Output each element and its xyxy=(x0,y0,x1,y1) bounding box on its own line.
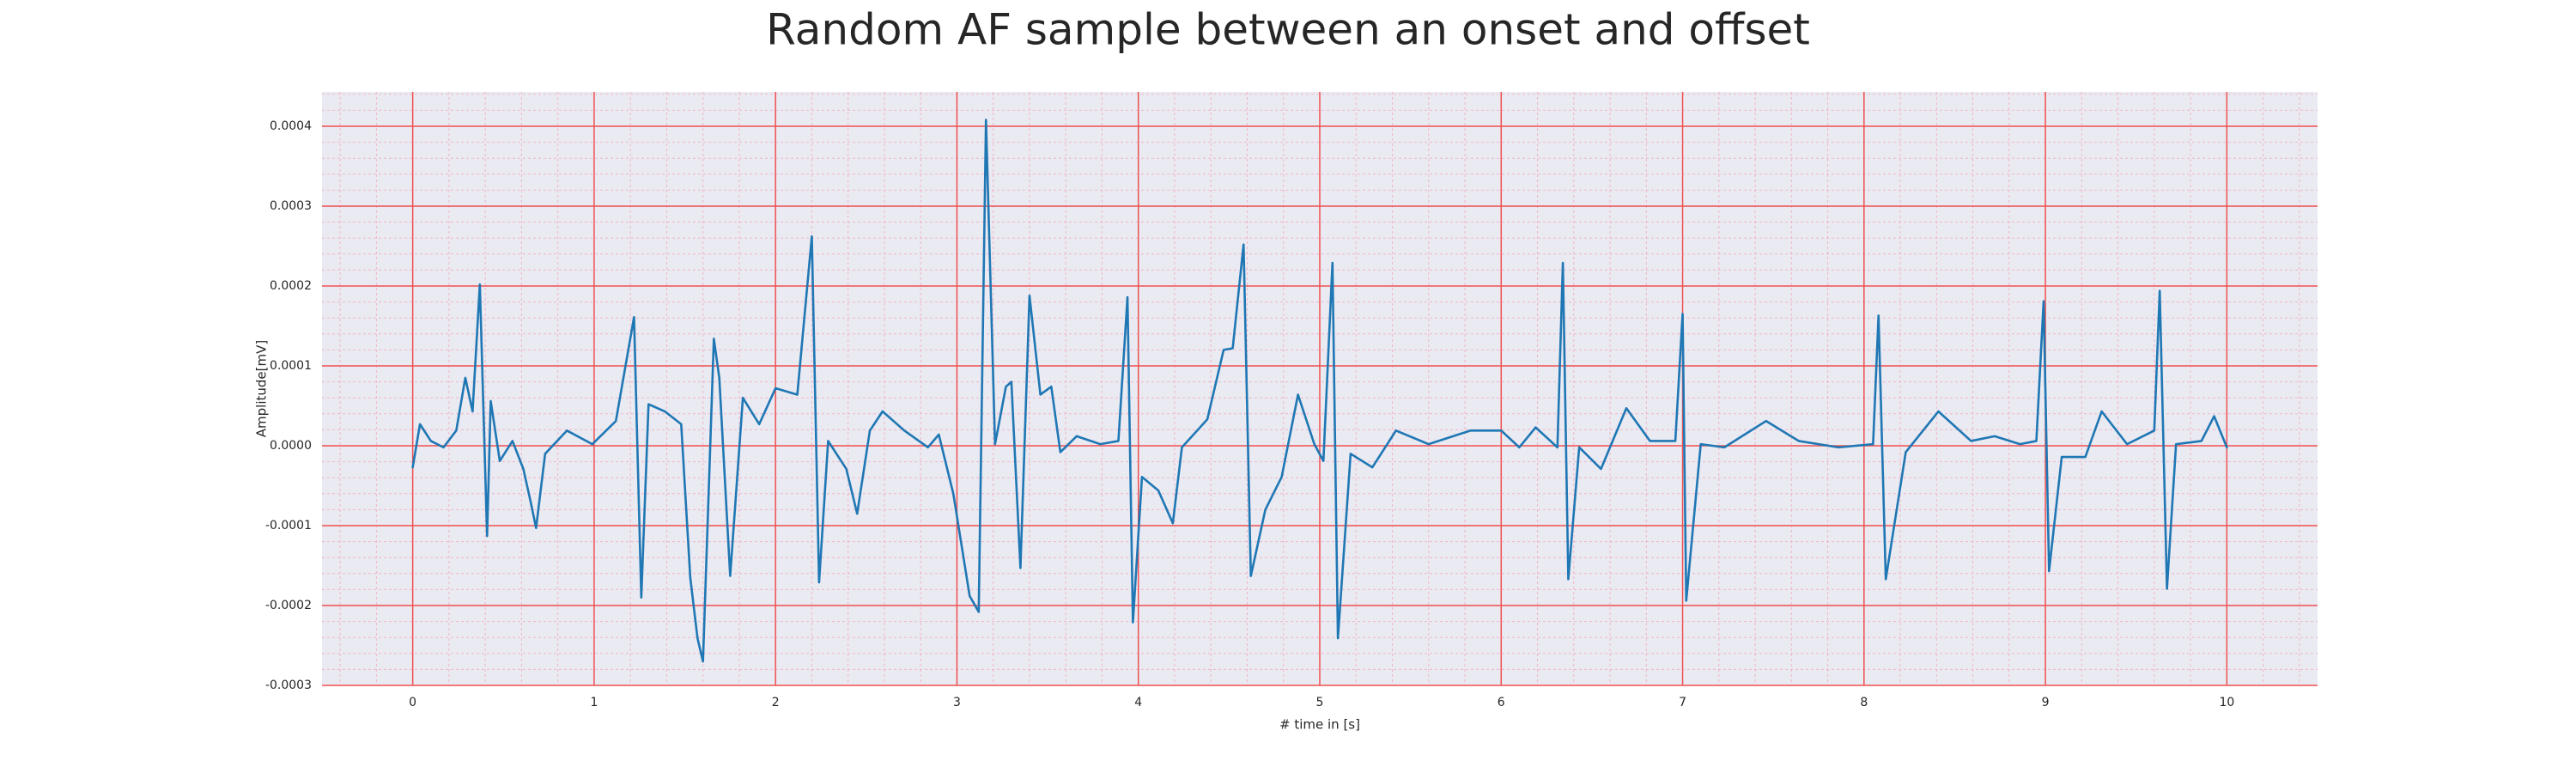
x-tick-label: 0 xyxy=(409,696,416,709)
x-tick-label: 5 xyxy=(1316,696,1324,709)
x-tick-label: 2 xyxy=(772,696,780,709)
x-tick-label: 1 xyxy=(590,696,598,709)
y-tick-label: -0.0003 xyxy=(265,679,312,692)
signal-line xyxy=(411,119,2228,663)
x-tick-label: 6 xyxy=(1498,696,1505,709)
x-tick-label: 10 xyxy=(2219,696,2234,709)
y-tick-label: 0.0000 xyxy=(270,439,312,453)
chart-title: Random AF sample between an onset and of… xyxy=(766,5,1810,55)
x-tick-label: 3 xyxy=(953,696,961,709)
x-tick-label: 7 xyxy=(1679,696,1686,709)
x-tick-label: 4 xyxy=(1134,696,1142,709)
y-tick-label: 0.0004 xyxy=(270,119,312,133)
y-axis-label: Amplitude[mV] xyxy=(254,340,270,437)
y-tick-label: 0.0001 xyxy=(270,359,312,373)
y-tick-label: -0.0002 xyxy=(265,599,312,612)
y-tick-label: 0.0002 xyxy=(270,279,312,293)
y-tick-label: -0.0001 xyxy=(265,519,312,533)
y-tick-label: 0.0003 xyxy=(270,199,312,213)
x-axis-label: # time in [s] xyxy=(1279,717,1360,733)
x-tick-label: 8 xyxy=(1860,696,1868,709)
x-tick-label: 9 xyxy=(2042,696,2050,709)
